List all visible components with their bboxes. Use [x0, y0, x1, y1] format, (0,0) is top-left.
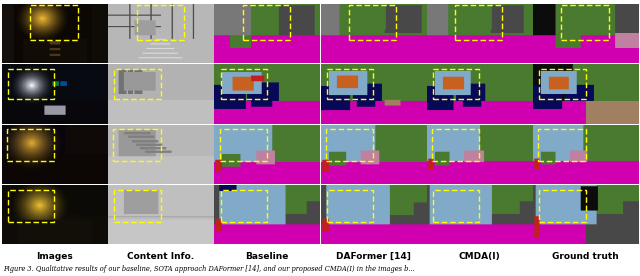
- Text: CMDA(I): CMDA(I): [458, 252, 500, 261]
- Bar: [30, 5, 77, 40]
- Bar: [7, 129, 54, 161]
- Bar: [221, 69, 267, 99]
- Text: Baseline: Baseline: [245, 252, 289, 261]
- Bar: [327, 190, 373, 222]
- Bar: [115, 69, 161, 99]
- Bar: [540, 69, 586, 99]
- Bar: [432, 129, 479, 161]
- Bar: [221, 190, 267, 222]
- Text: Ground truth: Ground truth: [552, 252, 619, 261]
- Bar: [326, 129, 373, 161]
- Text: Content Info.: Content Info.: [127, 252, 195, 261]
- Bar: [8, 190, 54, 222]
- Bar: [327, 69, 373, 99]
- Bar: [115, 190, 161, 222]
- Bar: [540, 190, 586, 222]
- Text: Images: Images: [36, 252, 73, 261]
- Text: DAFormer [14]: DAFormer [14]: [335, 252, 410, 261]
- Text: Figure 3. Qualitative results of our baseline, SOTA approach DAFormer [14], and : Figure 3. Qualitative results of our bas…: [3, 265, 415, 273]
- Bar: [433, 190, 479, 222]
- Bar: [349, 5, 396, 40]
- Bar: [433, 69, 479, 99]
- Bar: [113, 129, 161, 161]
- Bar: [561, 5, 609, 40]
- Bar: [455, 5, 502, 40]
- Bar: [8, 69, 54, 99]
- Bar: [220, 129, 267, 161]
- Bar: [538, 129, 586, 161]
- Bar: [136, 5, 184, 40]
- Bar: [243, 5, 290, 40]
